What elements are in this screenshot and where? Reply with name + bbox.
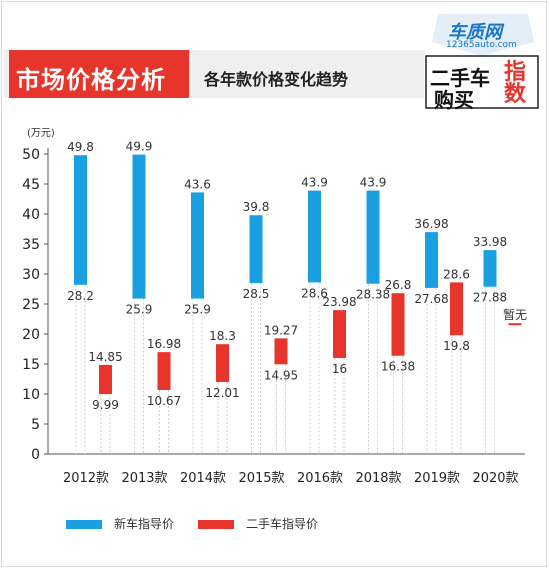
- label-new-low: 28.6: [301, 286, 328, 300]
- logo-badge-icon: [425, 14, 539, 109]
- y-tick-label: 5: [31, 417, 40, 433]
- label-new-high: 43.9: [301, 176, 328, 190]
- label-used-high: 14.85: [88, 350, 122, 364]
- label-used-low: 10.67: [147, 394, 181, 408]
- label-used-low: 19.8: [443, 339, 470, 353]
- brand-logo: 车质网 12365auto.com 二手车 购买 指数: [424, 12, 540, 112]
- legend-new-car: 新车指导价: [66, 515, 174, 532]
- x-tick-label: 2014款: [180, 471, 226, 486]
- x-tick-label: 2016款: [297, 471, 343, 486]
- legend-swatch-used: [198, 520, 234, 529]
- x-tick-label: 2013款: [121, 471, 167, 486]
- y-tick-label: 40: [22, 207, 40, 223]
- bar-new-car: [483, 250, 497, 287]
- label-used-low: 16: [332, 362, 347, 376]
- label-new-low: 25.9: [126, 303, 153, 317]
- y-tick-label: 20: [22, 327, 40, 343]
- label-new-high: 33.98: [473, 235, 507, 249]
- bar-new-car: [132, 154, 146, 299]
- label-new-high: 43.6: [184, 177, 211, 191]
- x-tick-label: 2019款: [414, 471, 460, 486]
- label-new-low: 28.5: [243, 287, 270, 301]
- x-tick-label: 2015款: [238, 471, 284, 486]
- label-used-low: 9.99: [92, 398, 119, 412]
- bar-used-car: [508, 323, 522, 326]
- label-new-high: 36.98: [414, 217, 448, 231]
- legend-label-new: 新车指导价: [114, 517, 175, 531]
- label-new-low: 27.68: [414, 292, 448, 306]
- label-new-low: 27.88: [473, 291, 507, 305]
- x-tick-label: 2012款: [63, 471, 109, 486]
- label-used-high: 28.6: [443, 267, 470, 281]
- label-used-low: 14.95: [264, 368, 298, 382]
- bar-used-car: [216, 344, 229, 382]
- y-axis-label: (万元): [27, 128, 55, 139]
- label-used-low: 16.38: [381, 360, 415, 374]
- label-used-high: 16.98: [147, 337, 181, 351]
- bar-new-car: [249, 215, 263, 283]
- bar-used-car: [157, 352, 171, 390]
- x-tick-label: 2020款: [472, 471, 518, 486]
- logo-line3: 指数: [504, 60, 527, 107]
- label-used-high: 26.8: [385, 278, 412, 292]
- y-tick-label: 15: [22, 357, 40, 373]
- label-used-low: 12.01: [205, 386, 239, 400]
- label-new-low: 28.2: [67, 289, 94, 303]
- y-tick-label: 35: [22, 237, 40, 253]
- label-used-high: 19.27: [264, 323, 298, 337]
- page-title: 市场价格分析: [16, 66, 166, 94]
- label-used-high: 23.98: [322, 295, 356, 309]
- label-new-low: 25.9: [184, 303, 211, 317]
- bar-used-car: [333, 310, 346, 358]
- page-subtitle: 各年款价格变化趋势: [204, 70, 349, 89]
- y-ticks: 0 5 10 15 20 25 30 35 40 45 50: [22, 147, 48, 463]
- label-new-high: 49.9: [126, 140, 153, 154]
- y-tick-label: 25: [22, 297, 40, 313]
- label-new-low: 28.38: [356, 288, 390, 302]
- y-tick-label: 30: [22, 267, 40, 283]
- legend-swatch-new: [66, 520, 102, 529]
- bar-new-car: [366, 190, 380, 284]
- logo-url: 12365auto.com: [446, 40, 517, 50]
- logo-line2: 购买: [434, 88, 474, 112]
- logo-brand: 车质网: [448, 22, 502, 43]
- bar-used-car: [450, 282, 463, 336]
- y-tick-label: 50: [22, 147, 40, 163]
- data-labels: 49.8 28.2 14.85 9.99 49.9 25.9 16.98 10.67 43.6 2…: [67, 140, 527, 412]
- label-used-high: 暂无: [503, 308, 527, 322]
- bar-used-car: [391, 293, 405, 356]
- label-new-high: 49.8: [67, 140, 94, 154]
- y-tick-label: 45: [22, 177, 40, 193]
- x-tick-label: 2018款: [355, 471, 401, 486]
- bar-new-car: [191, 192, 204, 299]
- legend-label-used: 二手车指导价: [246, 517, 319, 531]
- logo-line1: 二手车: [430, 66, 490, 90]
- bar-new-car: [425, 232, 438, 288]
- legend-used-car: 二手车指导价: [198, 515, 318, 532]
- bar-new-car: [308, 190, 321, 283]
- y-tick-label: 10: [22, 387, 40, 403]
- x-ticks: 2012款 2013款 2014款 2015款 2016款 2018款 2019款 2020款: [63, 471, 519, 486]
- label-used-high: 18.3: [209, 329, 236, 343]
- label-new-high: 39.8: [243, 200, 270, 214]
- y-tick-label: 0: [31, 447, 40, 463]
- bar-used-car: [99, 364, 112, 395]
- bar-used-car: [274, 338, 288, 365]
- guide-lines: [75, 282, 495, 454]
- title-box: [9, 50, 189, 98]
- label-new-high: 43.9: [360, 176, 387, 190]
- bars: [74, 154, 522, 395]
- bar-new-car: [74, 155, 87, 285]
